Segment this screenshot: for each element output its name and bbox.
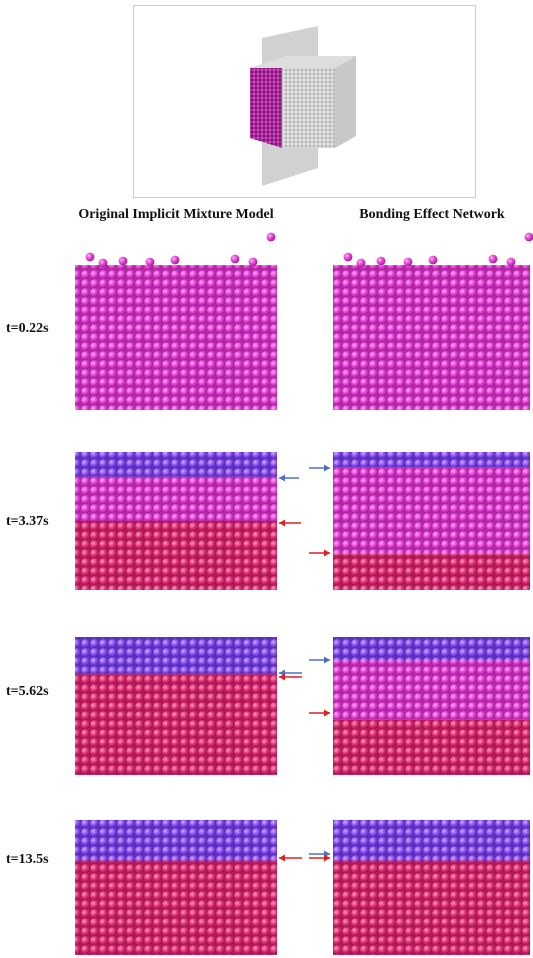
particle-panel: [333, 452, 530, 590]
time-label: t=0.22s: [6, 321, 49, 336]
arrow-head: [324, 465, 330, 472]
arrow-head: [324, 710, 330, 717]
loose-particle: [489, 255, 498, 264]
particle-layer: [333, 720, 530, 775]
particle-panel: [75, 233, 277, 410]
loose-particle: [377, 257, 386, 266]
particle-panel: [333, 820, 530, 955]
loose-particle: [231, 255, 240, 264]
particle-layer: [333, 452, 530, 467]
column-title: Bonding Effect Network: [359, 207, 505, 222]
time-label: t=5.62s: [6, 684, 49, 699]
loose-particle: [344, 253, 353, 262]
arrow-head: [324, 550, 330, 557]
particle-layer: [333, 637, 530, 660]
particle-panel: [333, 233, 533, 410]
loose-particle: [357, 259, 366, 268]
time-label: t=13.5s: [6, 852, 49, 867]
loose-particle: [146, 258, 155, 267]
loose-particle: [171, 256, 180, 265]
particle-layer: [75, 452, 277, 477]
particle-layer: [75, 521, 277, 590]
particle-layer: [333, 554, 530, 590]
page: Original Implicit Mixture Model Bonding …: [0, 0, 533, 958]
particle-panel: [333, 637, 530, 775]
particle-panel: [75, 452, 277, 590]
cube-side: [335, 56, 356, 148]
particle-layer: [75, 674, 277, 775]
cube-front-face: [282, 68, 335, 148]
particle-layer: [75, 265, 277, 410]
particle-layer: [75, 820, 277, 861]
figure: Original Implicit Mixture Model Bonding …: [0, 0, 533, 958]
loose-particle: [119, 257, 128, 266]
loose-particle: [86, 253, 95, 262]
particle-layer: [75, 477, 277, 521]
loose-particle: [525, 233, 533, 242]
loose-particle: [429, 256, 438, 265]
particle-layer: [333, 820, 530, 861]
particle-layer: [75, 861, 277, 956]
arrow-head: [279, 855, 285, 862]
particle-layer: [333, 265, 530, 410]
arrow-head: [279, 520, 285, 527]
setup-illustration: [134, 6, 476, 198]
particle-layer: [333, 861, 530, 956]
cube-magenta-face: [250, 68, 282, 148]
arrow-head: [279, 475, 285, 482]
loose-particle: [249, 258, 258, 267]
particle-layer: [75, 637, 277, 674]
column-title: Original Implicit Mixture Model: [78, 207, 273, 222]
loose-particle: [267, 233, 276, 242]
time-label: t=3.37s: [6, 514, 49, 529]
particle-panel: [75, 637, 277, 775]
particle-layer: [333, 660, 530, 719]
loose-particle: [99, 259, 108, 268]
loose-particle: [507, 258, 516, 267]
loose-particle: [404, 258, 413, 267]
arrow-head: [324, 657, 330, 664]
particle-panel: [75, 820, 277, 955]
particle-layer: [333, 467, 530, 554]
